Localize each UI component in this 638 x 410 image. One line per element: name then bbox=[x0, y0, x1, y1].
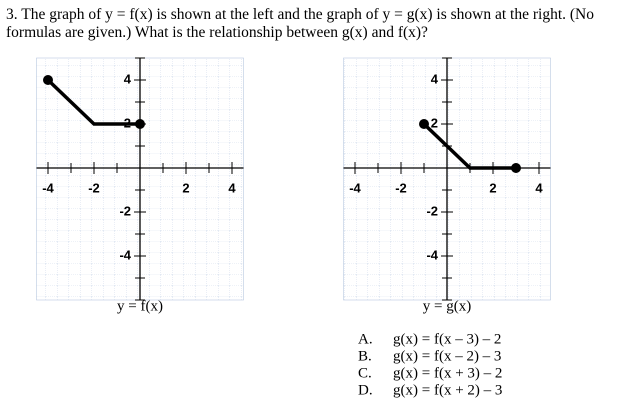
choice-text: g(x) = f(x + 2) – 3 bbox=[393, 382, 502, 398]
y-tick-label: -2 bbox=[426, 203, 438, 218]
x-tick-label: -4 bbox=[349, 180, 361, 195]
choice-text: g(x) = f(x – 2) – 3 bbox=[393, 348, 501, 364]
choice-letter: D. bbox=[358, 382, 373, 398]
x-tick-label: 4 bbox=[535, 180, 543, 195]
endpoint bbox=[419, 119, 429, 129]
y-tick-label: -2 bbox=[119, 203, 131, 218]
choice-text: g(x) = f(x + 3) – 2 bbox=[393, 365, 502, 381]
endpoint bbox=[511, 163, 521, 173]
question-text: 3. The graph of y = f(x) is shown at the… bbox=[6, 6, 594, 41]
y-tick-label: -4 bbox=[426, 247, 438, 262]
y-tick-label: 4 bbox=[431, 71, 439, 86]
endpoint bbox=[43, 75, 53, 85]
choice-letter: C. bbox=[358, 365, 372, 381]
endpoint bbox=[135, 119, 145, 129]
graph-line bbox=[422, 122, 516, 170]
y-tick-label: 2 bbox=[431, 115, 438, 130]
y-tick-label: -4 bbox=[119, 247, 131, 262]
y-tick-label: 4 bbox=[124, 71, 132, 86]
x-tick-label: 2 bbox=[182, 180, 189, 195]
x-tick-label: -2 bbox=[88, 180, 100, 195]
choice-letter: B. bbox=[358, 348, 372, 364]
x-tick-label: -2 bbox=[395, 180, 407, 195]
graph-line bbox=[46, 78, 140, 126]
choice-text: g(x) = f(x – 3) – 2 bbox=[393, 331, 501, 347]
choice-letter: A. bbox=[358, 331, 373, 347]
graph-caption: y = g(x) bbox=[423, 298, 471, 314]
x-tick-label: 4 bbox=[228, 180, 236, 195]
x-tick-label: -4 bbox=[42, 180, 54, 195]
graph-caption: y = f(x) bbox=[117, 298, 163, 314]
x-tick-label: 2 bbox=[489, 180, 496, 195]
